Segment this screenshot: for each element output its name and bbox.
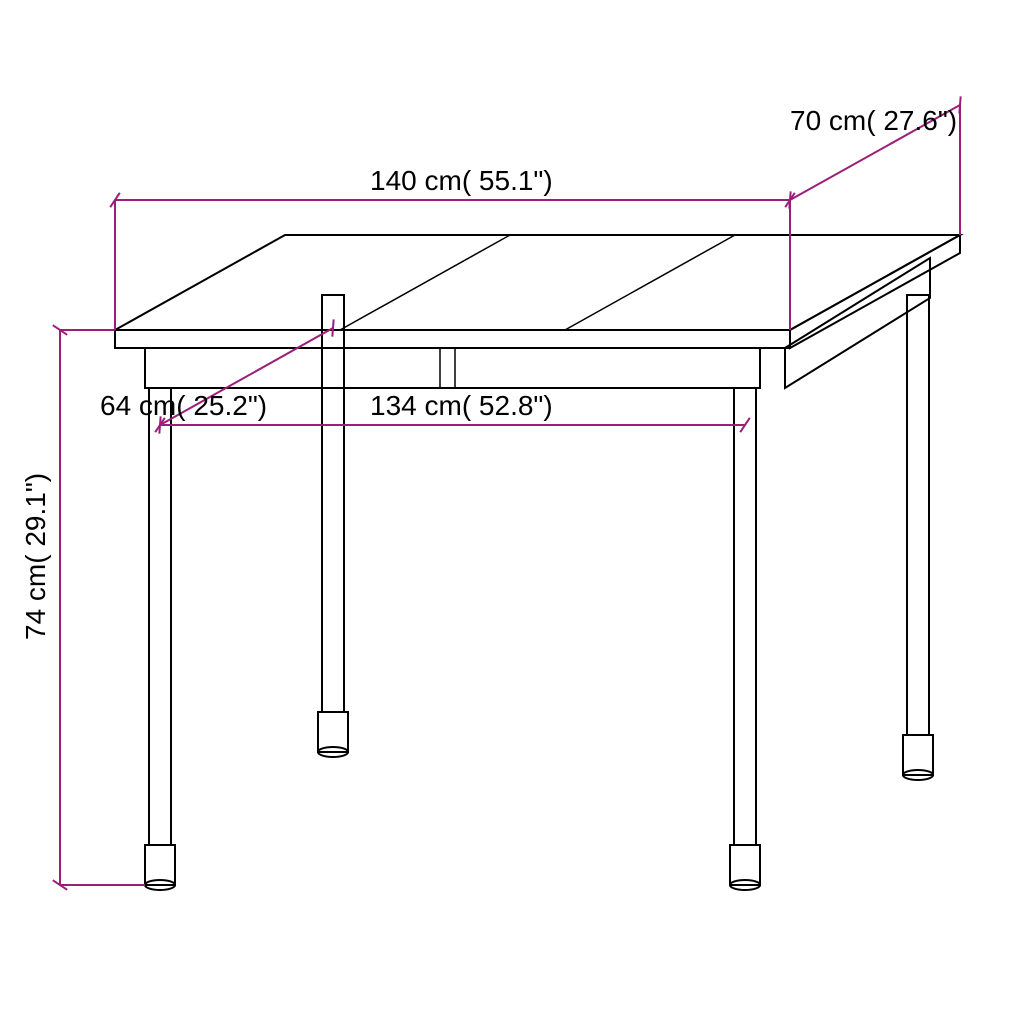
- leg-back-right: [907, 295, 929, 735]
- leg-back-left: [322, 295, 344, 712]
- dim-width-under-label: 134 cm( 52.8"): [370, 390, 553, 421]
- dim-depth-top: 70 cm( 27.6"): [789, 96, 960, 208]
- dim-width-top: 140 cm( 55.1"): [110, 165, 795, 207]
- dim-depth-under-label: 64 cm( 25.2"): [100, 390, 267, 421]
- dim-height-label: 74 cm( 29.1"): [20, 473, 51, 640]
- table-dimension-diagram: 140 cm( 55.1") 70 cm( 27.6") 134 cm( 52.8"…: [0, 0, 1024, 1024]
- dim-height: 74 cm( 29.1"): [20, 325, 67, 890]
- dim-depth-under: 64 cm( 25.2"): [100, 319, 334, 433]
- dim-width-top-label: 140 cm( 55.1"): [370, 165, 553, 196]
- leg-front-left: [149, 388, 171, 845]
- dim-depth-top-label: 70 cm( 27.6"): [790, 105, 957, 136]
- leg-front-right: [734, 388, 756, 845]
